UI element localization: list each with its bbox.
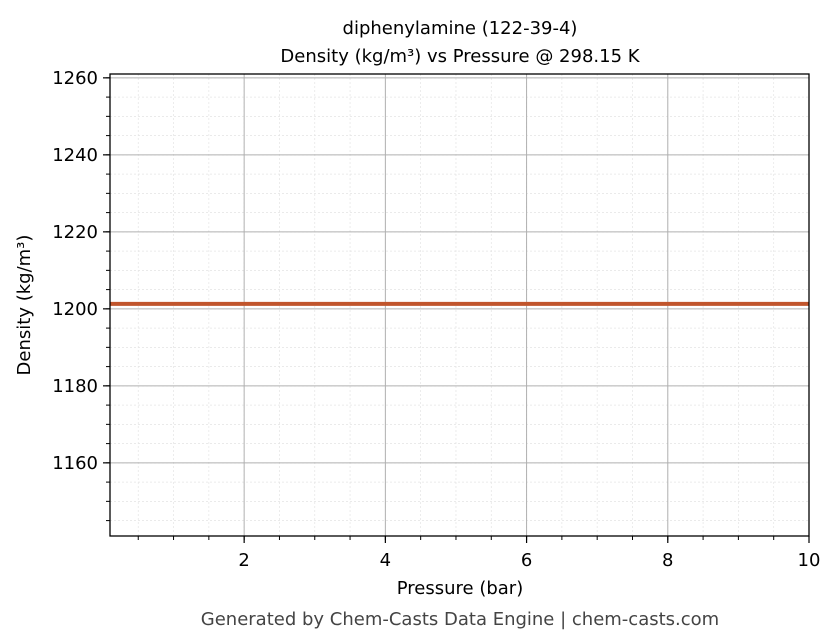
y-tick-label: 1180 (52, 376, 98, 397)
chart-title: diphenylamine (122-39-4) (343, 18, 578, 39)
y-tick-label: 1260 (52, 68, 98, 89)
x-tick-label: 6 (521, 550, 532, 571)
y-axis-label: Density (kg/m³) (14, 235, 35, 376)
footer: Generated by Chem-Casts Data Engine | ch… (201, 609, 719, 630)
x-tick-label: 2 (238, 550, 249, 571)
x-tick-label: 10 (798, 550, 821, 571)
x-tick-label: 8 (662, 550, 673, 571)
chart-subtitle: Density (kg/m³) vs Pressure @ 298.15 K (280, 46, 640, 67)
y-tick-label: 1220 (52, 222, 98, 243)
x-axis-label: Pressure (bar) (397, 578, 523, 599)
y-tick-label: 1240 (52, 145, 98, 166)
y-tick-label: 1160 (52, 453, 98, 474)
y-tick-label: 1200 (52, 299, 98, 320)
x-tick-label: 4 (380, 550, 391, 571)
plot-frame (109, 73, 810, 537)
